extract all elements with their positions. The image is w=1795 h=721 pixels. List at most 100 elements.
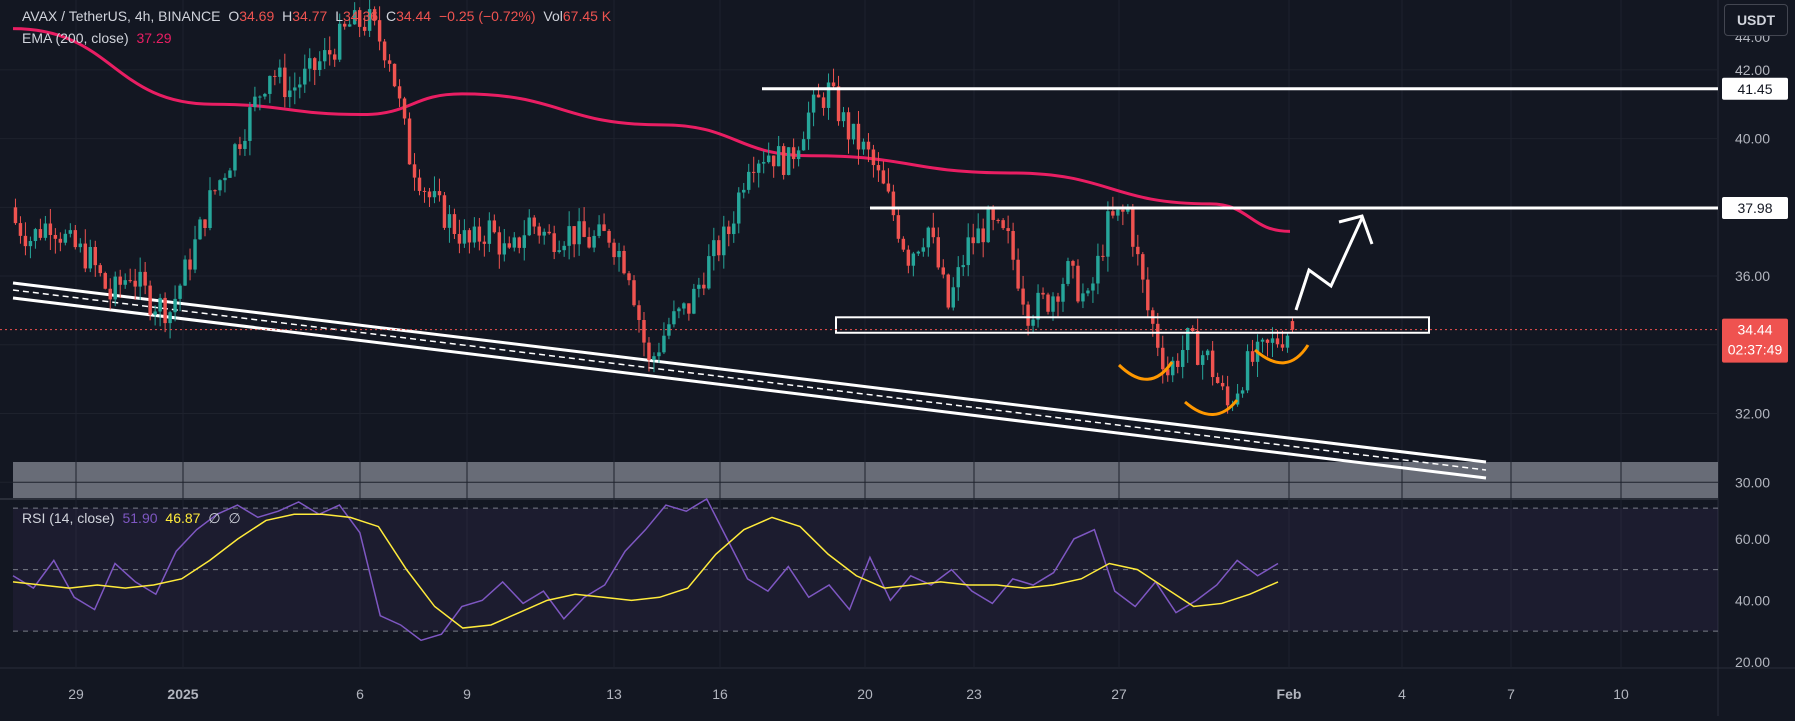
candle-body [163,297,167,324]
level-tag-41-45-bg [1722,77,1788,100]
candle-body [806,112,811,140]
candle-body [1026,304,1030,326]
candle-body [48,223,53,235]
candle-body [472,226,477,243]
breakout-arrow-path [1294,217,1364,311]
candle-body [1071,261,1075,266]
candle-body [427,191,432,198]
candle-body [342,23,347,27]
candle-body [452,214,457,235]
countdown-tag: 02:37:49 [1728,342,1783,358]
candle-body [906,249,911,266]
candle-body [712,240,716,257]
candle-body [313,58,317,70]
candle-body [747,171,751,190]
candle-body [1011,231,1015,260]
candle-body [213,190,217,192]
candle-body [467,230,472,243]
candle-body [492,220,497,233]
time-tick-label: 13 [606,686,622,702]
support-resistance-box[interactable] [835,316,1430,334]
vol-value: 67.45 K [562,8,612,24]
candle-body [1136,246,1140,255]
candle-body [158,297,162,312]
candle-body [258,96,262,98]
rsi-value: 51.90 [122,510,158,526]
time-tick-label: 29 [68,686,84,702]
ema-legend: EMA (200, close) 37.29 [22,30,176,46]
candle-body [946,274,950,308]
candle-body [337,23,342,60]
candle-body [916,251,921,254]
candle-body [587,236,591,248]
candle-body [791,147,796,160]
rsi-tick-label: 40.00 [1735,592,1770,608]
right-shoulder-arc [1254,344,1310,365]
candle-body [487,220,492,244]
candle-body [682,303,686,309]
candle-body [1031,319,1035,326]
candle-body [1056,296,1060,302]
candle-body [118,276,122,285]
candle-body [1245,351,1250,391]
candle-body [93,246,97,266]
candle-body [228,170,232,178]
candle-body [1141,254,1145,280]
candle-body [562,245,566,251]
time-tick-label: 2025 [167,686,198,702]
candle-body [886,183,891,192]
candle-body [786,147,791,175]
candle-body [447,214,452,228]
candle-body [692,288,696,314]
candle-body [557,250,561,252]
candle-body [283,67,287,98]
candle-body [672,311,676,325]
left-shoulder-arc [1117,361,1174,381]
candle-body [417,177,422,191]
change-value: −0.25 (−0.72%) [439,8,536,24]
candle-body [1146,279,1150,311]
candle-body [1275,338,1280,345]
candle-body [642,320,646,343]
candle-body [632,280,636,306]
candle-body [123,280,127,285]
candle-body [976,228,980,244]
candle-body [522,235,526,248]
candle-body [1051,296,1055,312]
candle-body [83,243,88,269]
level-tag-37-98: 37.98 [1737,200,1772,216]
ema-value: 37.29 [136,30,172,46]
main-legend: AVAX / TetherUS, 4h, BINANCE O34.69 H34.… [22,8,615,24]
candle-body [951,287,955,308]
candle-body [128,280,132,282]
candle-body [263,93,267,97]
rsi-line [12,497,1279,642]
candle-body [233,144,237,171]
candle-body [347,24,352,27]
level-tag-41-45: 41.45 [1737,81,1772,97]
candle-body [971,237,975,244]
candle-body [1131,208,1135,247]
candle-body [482,241,487,244]
last-price-tag: 34.44 [1737,322,1772,338]
candle-body [532,217,536,227]
candle-body [497,232,502,255]
candle-body [432,191,437,198]
candle-body [68,230,73,234]
candle-body [407,118,412,165]
time-tick-label: 27 [1111,686,1127,702]
candle-body [28,241,33,247]
candle-body [612,242,616,258]
candle-body [1046,294,1050,312]
currency-button[interactable]: USDT [1724,4,1788,36]
candle-body [622,250,626,274]
candle-body [1220,382,1225,387]
rsi-ma-value: 46.87 [165,510,201,526]
candle-body [73,230,78,248]
candle-body [1200,355,1205,365]
open-label: O [228,8,240,24]
candle-body [23,235,28,247]
candle-body [926,227,931,248]
